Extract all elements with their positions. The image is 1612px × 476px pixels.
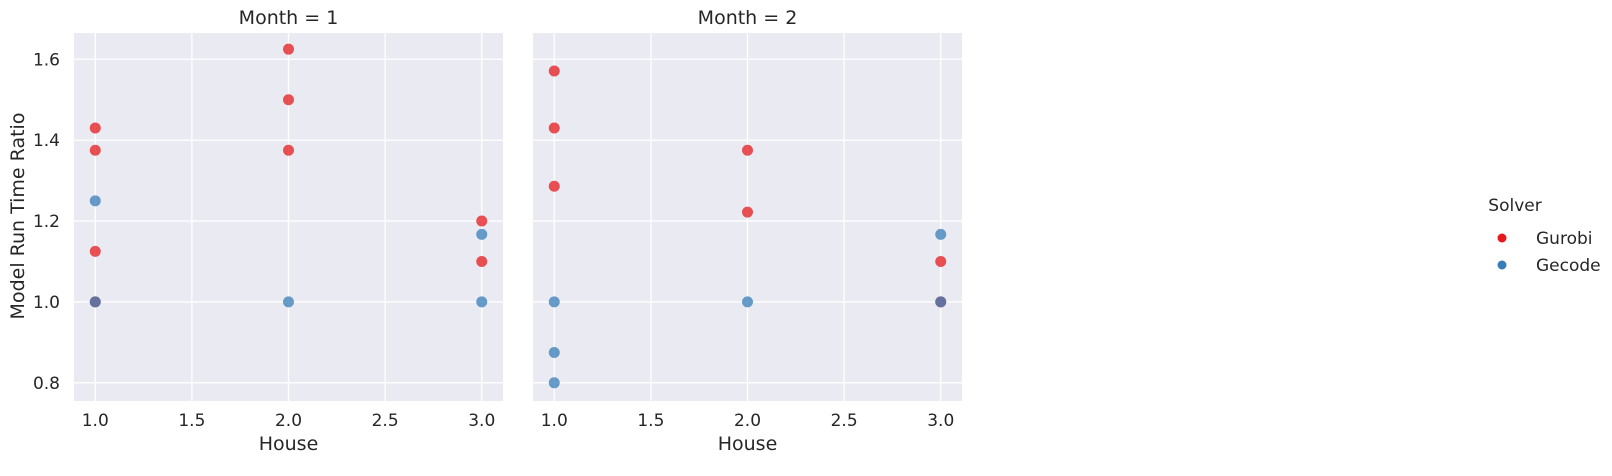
legend-marker-gurobi bbox=[1497, 233, 1507, 243]
panel-month-2: 1.0 1.5 2.0 2.5 3.0 Month = 2 House bbox=[533, 7, 962, 455]
data-point-gecode bbox=[548, 296, 560, 308]
data-point-gurobi bbox=[283, 94, 294, 106]
x-tick-label: 2.5 bbox=[372, 411, 399, 431]
panel-month-1: 1.0 1.5 2.0 2.5 3.0 0.8 1.0 1.2 1.4 1.6 Month = 1 H… bbox=[33, 7, 503, 455]
panel-title: Month = 2 bbox=[698, 7, 798, 29]
x-tick-label: 2.0 bbox=[275, 411, 302, 431]
data-point-gurobi bbox=[89, 245, 101, 257]
x-tick-label: 1.5 bbox=[178, 411, 205, 431]
data-point-gecode bbox=[283, 296, 294, 308]
data-point-gecode bbox=[476, 296, 488, 308]
data-point-gurobi bbox=[476, 255, 488, 267]
legend-title: Solver bbox=[1488, 196, 1541, 216]
x-tick-label: 2.5 bbox=[831, 411, 858, 431]
x-tick-label: 1.0 bbox=[82, 411, 109, 431]
x-tick-label: 1.0 bbox=[541, 411, 568, 431]
data-point-gurobi bbox=[89, 122, 101, 134]
y-tick-label: 1.4 bbox=[33, 131, 60, 151]
data-point-gurobi bbox=[742, 206, 753, 218]
data-point-gecode bbox=[548, 377, 560, 389]
legend-marker-gecode bbox=[1497, 260, 1507, 270]
y-axis-title: Model Run Time Ratio bbox=[7, 113, 29, 320]
y-tick-label: 1.6 bbox=[33, 50, 60, 70]
data-point-gecode bbox=[742, 296, 753, 308]
data-point-gecode bbox=[935, 228, 947, 240]
data-point-gurobi bbox=[476, 215, 488, 227]
x-tick-label: 3.0 bbox=[468, 411, 495, 431]
legend-label-gecode: Gecode bbox=[1536, 256, 1601, 276]
x-axis-title: House bbox=[259, 433, 319, 455]
legend: Solver Gurobi Gecode bbox=[1488, 196, 1600, 276]
data-point-gecode bbox=[89, 296, 101, 308]
x-tick-label: 3.0 bbox=[927, 411, 954, 431]
x-tick-label: 1.5 bbox=[637, 411, 664, 431]
data-point-gurobi bbox=[548, 122, 560, 134]
data-point-gecode bbox=[89, 195, 101, 207]
y-tick-label: 1.0 bbox=[33, 293, 60, 313]
data-point-gurobi bbox=[89, 144, 101, 156]
x-axis-title: House bbox=[718, 433, 778, 455]
x-tick-label: 2.0 bbox=[734, 411, 761, 431]
data-point-gurobi bbox=[935, 255, 947, 267]
data-point-gurobi bbox=[548, 65, 560, 77]
panel-title: Month = 1 bbox=[239, 7, 339, 29]
data-point-gecode bbox=[548, 346, 560, 358]
data-point-gecode bbox=[476, 228, 488, 240]
data-point-gurobi bbox=[283, 43, 294, 55]
data-point-gurobi bbox=[742, 144, 753, 156]
data-point-gurobi bbox=[548, 180, 560, 192]
data-point-gecode bbox=[935, 296, 947, 308]
data-point-gurobi bbox=[283, 144, 294, 156]
y-tick-label: 1.2 bbox=[33, 212, 60, 232]
y-tick-label: 0.8 bbox=[33, 374, 60, 394]
legend-label-gurobi: Gurobi bbox=[1536, 229, 1592, 249]
